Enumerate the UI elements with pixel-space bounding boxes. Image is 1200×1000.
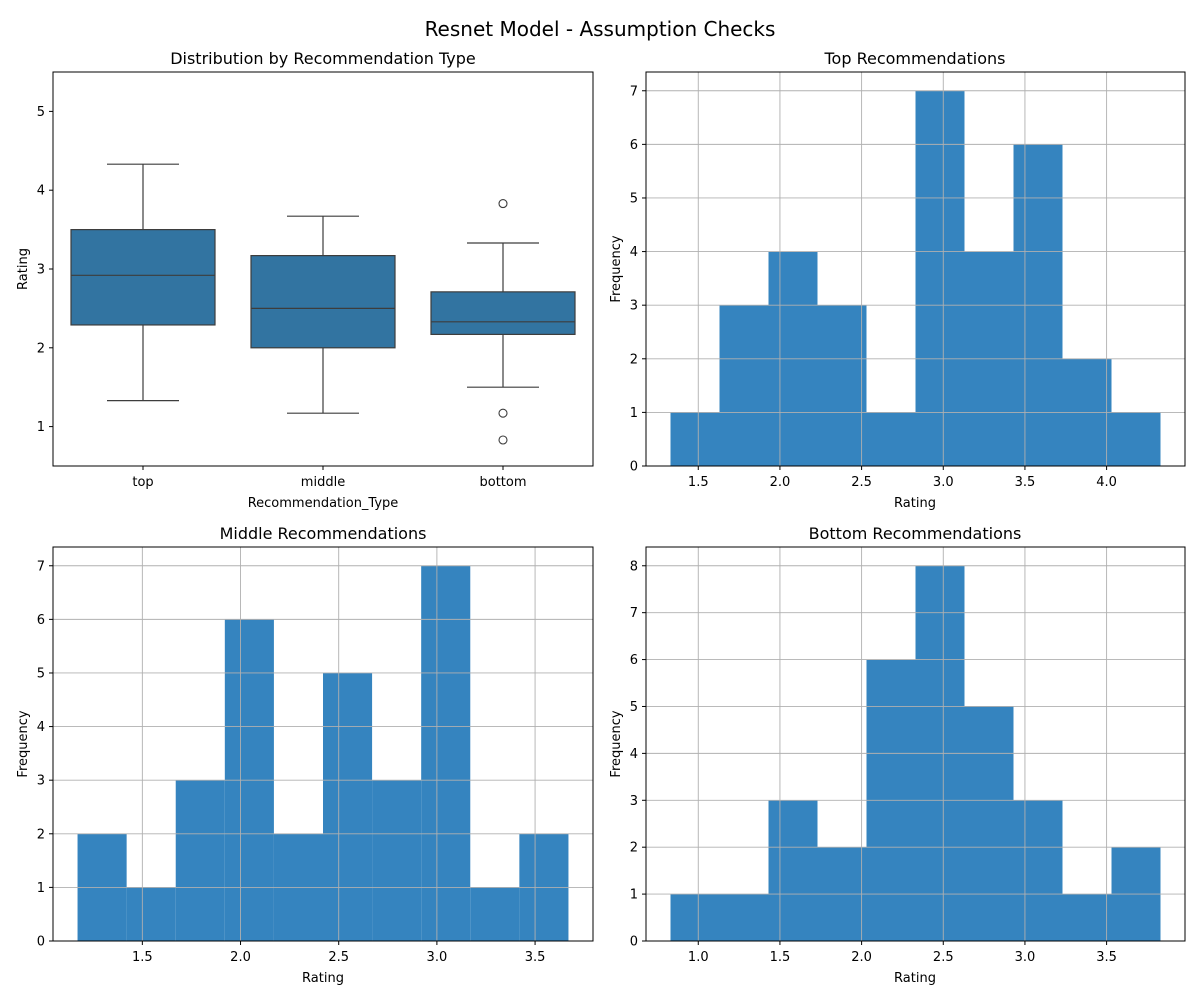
- outlier-point: [498, 435, 508, 445]
- x-tick-label: 3.0: [933, 475, 954, 490]
- histogram-bar: [175, 780, 225, 941]
- y-tick-label: 3: [37, 774, 45, 789]
- y-tick-label: 7: [630, 84, 638, 99]
- y-tick-label: 4: [630, 245, 638, 260]
- y-tick-label: 5: [37, 105, 45, 120]
- histogram-bar: [1111, 412, 1161, 466]
- y-tick-label: 2: [630, 841, 638, 856]
- outlier-point: [498, 408, 508, 418]
- histogram-bar: [768, 800, 818, 941]
- y-tick-label: 5: [630, 700, 638, 715]
- figure-title: Resnet Model - Assumption Checks: [425, 17, 776, 41]
- x-tick-label: 1.0: [688, 950, 709, 965]
- x-tick-label: 2.0: [230, 950, 251, 965]
- x-tick-label: 3.0: [427, 950, 448, 965]
- y-tick-label: 5: [630, 191, 638, 206]
- axes-frame: [52, 71, 594, 467]
- y-tick-label: 3: [630, 794, 638, 809]
- y-tick-label: 7: [630, 606, 638, 621]
- x-tick-label: bottom: [479, 475, 526, 490]
- panel-title: Middle Recommendations: [220, 524, 427, 543]
- y-tick-label: 4: [37, 720, 45, 735]
- x-tick-label: 1.5: [770, 950, 791, 965]
- histogram-bar: [719, 894, 769, 941]
- x-tick-label: 3.5: [1015, 475, 1036, 490]
- y-tick-label: 1: [630, 406, 638, 421]
- x-axis-label: Recommendation_Type: [248, 496, 399, 511]
- y-tick-label: 2: [37, 827, 45, 842]
- y-tick-label: 1: [37, 881, 45, 896]
- y-tick-label: 2: [630, 352, 638, 367]
- y-tick-label: 2: [37, 341, 45, 356]
- x-tick-label: 2.0: [851, 950, 872, 965]
- y-tick-label: 0: [630, 935, 638, 950]
- y-axis-label: Frequency: [609, 710, 624, 777]
- axes-frame: [645, 71, 1186, 467]
- axes-frame: [645, 546, 1186, 942]
- x-tick-label: 2.5: [328, 950, 349, 965]
- histogram-bar: [1062, 894, 1112, 941]
- histogram-bar: [670, 412, 720, 466]
- y-tick-label: 1: [630, 888, 638, 903]
- box-middle: [250, 255, 396, 349]
- histogram-bar: [421, 565, 471, 941]
- boxplot-panel: Distribution by Recommendation Type 1 2 3 4…: [16, 49, 594, 511]
- x-tick-label: 3.5: [525, 950, 546, 965]
- histogram-bar: [866, 412, 916, 466]
- x-tick-label: 2.5: [851, 475, 872, 490]
- bottom-histogram-panel: Bottom Recommendations 1.0 1.5 2.0 2.5 3.0 3.…: [609, 524, 1186, 986]
- middle-histogram-panel: Middle Recommendations 1.5 2.0 2.5 3.0 3.5 0 1…: [16, 524, 594, 986]
- y-tick-label: 7: [37, 559, 45, 574]
- y-axis-label: Frequency: [16, 710, 31, 777]
- histogram-bar: [1013, 800, 1063, 941]
- y-tick-label: 4: [37, 184, 45, 199]
- x-axis-label: Rating: [894, 971, 936, 986]
- histogram-bar: [817, 305, 867, 466]
- outlier-point: [498, 199, 508, 209]
- x-axis-label: Rating: [894, 496, 936, 511]
- y-tick-label: 0: [37, 935, 45, 950]
- histogram-bar: [719, 305, 769, 466]
- y-tick-label: 6: [630, 653, 638, 668]
- y-tick-label: 8: [630, 559, 638, 574]
- histogram-bar: [670, 894, 720, 941]
- y-tick-label: 1: [37, 420, 45, 435]
- y-tick-label: 5: [37, 666, 45, 681]
- y-tick-label: 6: [37, 613, 45, 628]
- x-tick-label: 3.5: [1096, 950, 1117, 965]
- histogram-bar: [126, 887, 176, 941]
- x-tick-label: 1.5: [688, 475, 709, 490]
- box-top: [70, 229, 216, 326]
- histogram-bar: [470, 887, 520, 941]
- box-bottom: [430, 291, 576, 336]
- x-tick-label: 2.5: [933, 950, 954, 965]
- y-tick-label: 0: [630, 460, 638, 475]
- histogram-bar: [964, 706, 1014, 941]
- x-tick-label: 1.5: [132, 950, 153, 965]
- x-tick-label: 2.0: [770, 475, 791, 490]
- x-tick-label: 4.0: [1096, 475, 1117, 490]
- y-axis-label: Rating: [16, 248, 31, 290]
- histogram-bar: [915, 90, 965, 466]
- y-tick-label: 6: [630, 138, 638, 153]
- y-axis-label: Frequency: [609, 235, 624, 302]
- panel-title: Top Recommendations: [823, 49, 1005, 68]
- histogram-bar: [372, 780, 422, 941]
- x-tick-label: 3.0: [1015, 950, 1036, 965]
- x-tick-label: top: [132, 475, 153, 490]
- top-histogram-panel: Top Recommendations 1.5 2.0 2.5 3.0 3.5 4.0 0 1…: [609, 49, 1186, 511]
- panel-title: Bottom Recommendations: [809, 524, 1022, 543]
- histogram-bar: [323, 672, 373, 941]
- x-tick-label: middle: [301, 475, 345, 490]
- panel-title: Distribution by Recommendation Type: [170, 49, 476, 68]
- axes-frame: [52, 546, 594, 942]
- y-tick-label: 3: [630, 299, 638, 314]
- y-tick-label: 3: [37, 263, 45, 278]
- x-axis-label: Rating: [302, 971, 344, 986]
- y-tick-label: 4: [630, 747, 638, 762]
